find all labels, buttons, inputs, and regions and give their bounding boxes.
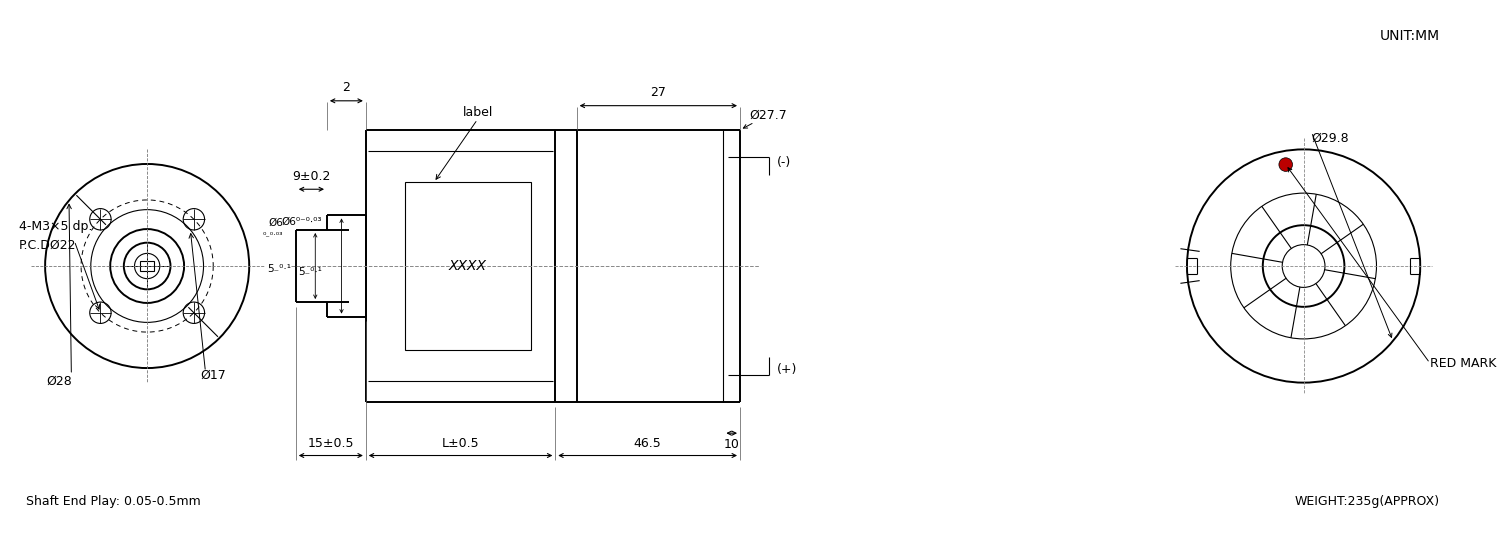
Text: 27: 27 [651,86,666,99]
Text: L±0.5: L±0.5 [442,437,480,450]
Text: Ø6: Ø6 [268,218,284,228]
Text: Ø27.7: Ø27.7 [750,109,788,122]
Text: 5₋⁰⋅¹: 5₋⁰⋅¹ [298,267,322,277]
Text: ⁰₋⁰·⁰³: ⁰₋⁰·⁰³ [262,231,284,240]
Text: Ø17: Ø17 [201,368,226,381]
Bar [405,182,531,350]
Text: 10: 10 [724,438,740,451]
Text: WEIGHT:235g(APPROX): WEIGHT:235g(APPROX) [1294,495,1440,508]
Text: 4-M3×5 dp.
P.C.DØ22: 4-M3×5 dp. P.C.DØ22 [20,220,93,252]
Text: XXXX: XXXX [448,259,488,273]
Text: 15±0.5: 15±0.5 [308,437,354,450]
Bar [141,261,154,271]
Text: (-): (-) [777,156,790,168]
Text: RED MARK: RED MARK [1430,357,1497,370]
Text: Ø29.8: Ø29.8 [1311,132,1348,145]
Text: 46.5: 46.5 [634,437,662,450]
Text: Ø28: Ø28 [46,375,72,388]
Text: Ø6⁰⁻⁰⋅⁰³: Ø6⁰⁻⁰⋅⁰³ [282,217,322,227]
Text: UNIT:MM: UNIT:MM [1380,29,1440,43]
Circle shape [1280,158,1293,172]
Text: Shaft End Play: 0.05-0.5mm: Shaft End Play: 0.05-0.5mm [26,495,201,508]
Text: 2: 2 [342,81,351,94]
Text: 5₋⁰·¹: 5₋⁰·¹ [267,264,291,274]
Text: label: label [462,106,494,119]
Text: 9±0.2: 9±0.2 [292,171,330,183]
Text: (+): (+) [777,364,798,376]
